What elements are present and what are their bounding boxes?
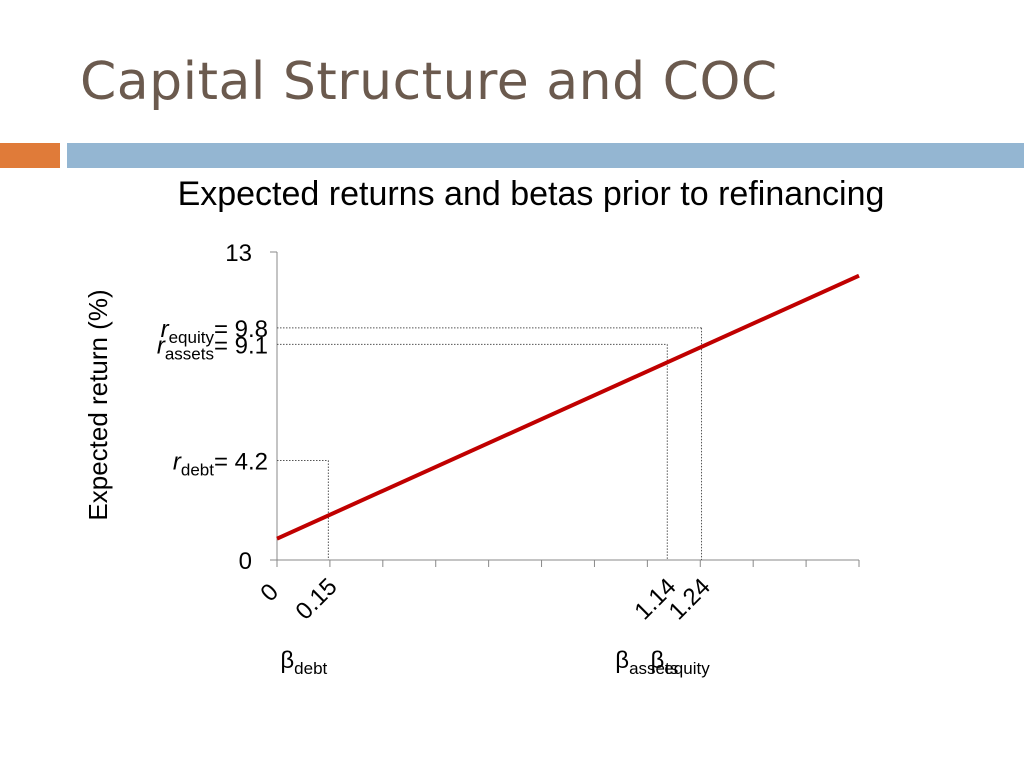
y-axis-label: Expected return (%) (83, 289, 113, 520)
rate-label: rassets= 9.1 (157, 332, 268, 363)
series-line (276, 273, 860, 541)
beta-label: βassets (615, 647, 678, 678)
x-tick-label: 1.24 (664, 573, 716, 625)
chart-title: Expected returns and betas prior to refi… (178, 175, 885, 213)
rate-label: rdebt= 4.2 (173, 448, 268, 479)
slide-title: Capital Structure and COC (80, 52, 778, 112)
header-accent-bar (0, 143, 60, 168)
y-tick-label: 0 (239, 548, 252, 575)
beta-label: βdebt (280, 647, 327, 678)
y-tick-label: 13 (225, 240, 252, 267)
x-tick-label: 0 (255, 578, 284, 607)
header-divider-bar (67, 143, 1024, 168)
x-tick-label: 0.15 (290, 573, 342, 625)
beta-label: βequity (651, 647, 711, 678)
rate-label: requity= 9.8 (161, 316, 268, 347)
